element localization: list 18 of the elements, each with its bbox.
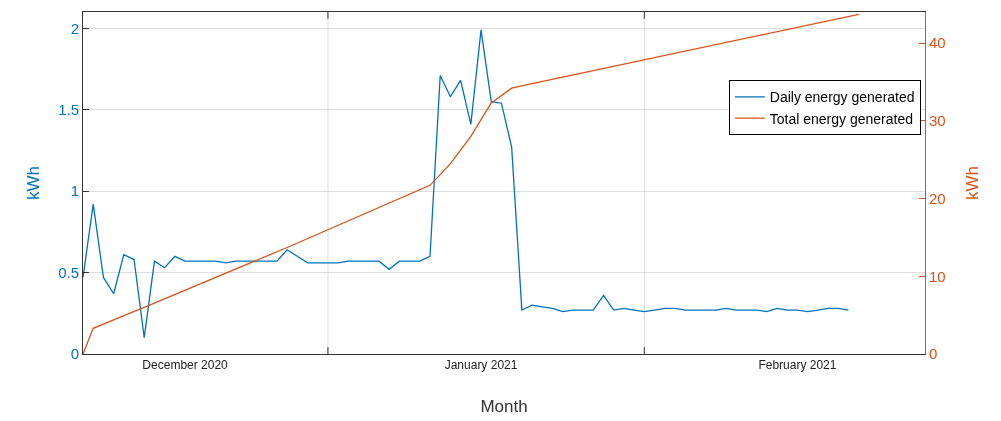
y2-tick-label: 40 (929, 34, 946, 52)
y2-tick-label: 30 (929, 112, 946, 130)
legend-label: Total energy generated (769, 110, 914, 127)
y-axis-title: kWh (24, 166, 43, 200)
y2-tick-label: 0 (929, 345, 938, 363)
y2-axis-title: kWh (962, 166, 982, 200)
y-tick-label: 1 (70, 182, 79, 200)
legend-label: Daily energy generated (769, 89, 915, 106)
y2-tick-label: 20 (929, 189, 946, 207)
x-tick-label: February 2021 (758, 358, 837, 373)
y-tick-label: 1.5 (58, 100, 79, 118)
y2-tick-label: 10 (929, 267, 946, 285)
y-tick-label: 2 (70, 19, 79, 37)
x-tick-label: January 2021 (444, 358, 518, 373)
y-tick-label: 0 (70, 345, 79, 363)
x-axis-title: Month (480, 396, 528, 416)
y-tick-label: 0.5 (58, 263, 79, 281)
x-tick-label: December 2020 (142, 358, 229, 373)
